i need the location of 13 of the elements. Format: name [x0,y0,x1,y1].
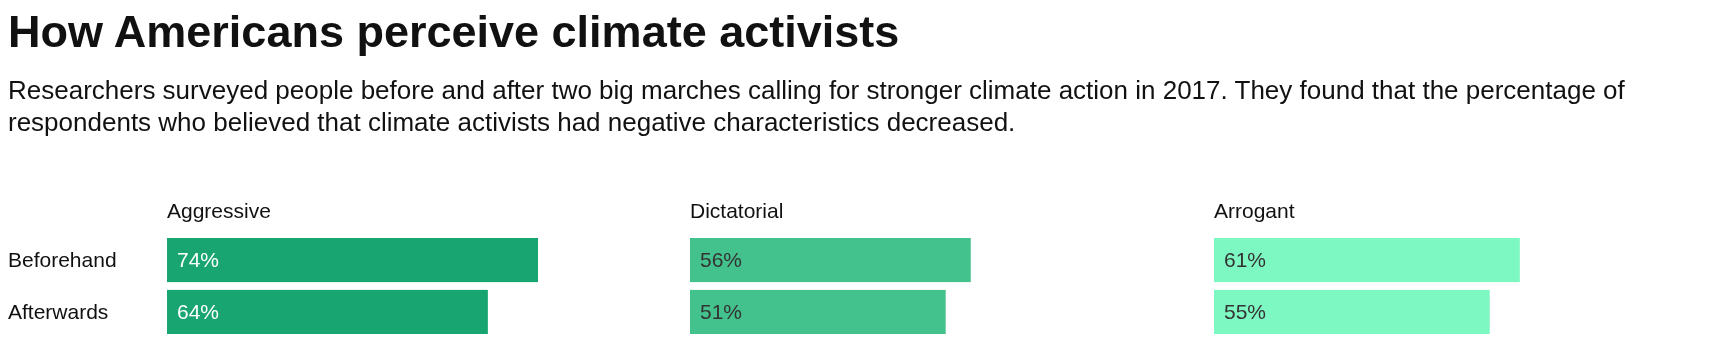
data-label: 56% [700,248,743,272]
y-tick-label: Beforehand [8,248,117,272]
data-label: 51% [700,300,743,324]
chart-title: Aggressive [167,199,271,222]
text: How Americans perceive climate activists [8,5,901,59]
data-label: 74% [177,248,220,272]
data-label: 55% [1224,300,1267,324]
chart-title: Dictatorial [690,199,784,222]
y-tick-label: Afterwards [8,300,109,324]
data-label: 61% [1224,248,1267,272]
data-label: 64% [177,300,220,324]
text: Researchers surveyed people before and after two big marches calling for stronger climate action in 2017. They found that the percentage of respondents who believed that climate activists had negative characteristics decreased. [8,74,1626,138]
chart-title: Arrogant [1214,199,1295,222]
